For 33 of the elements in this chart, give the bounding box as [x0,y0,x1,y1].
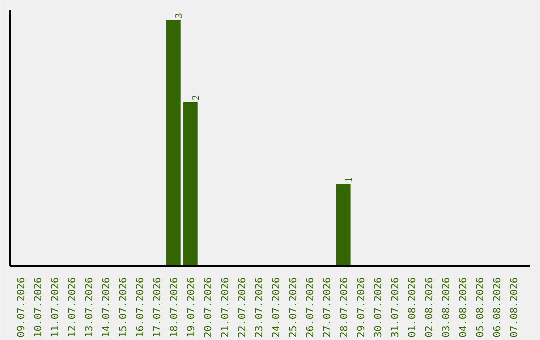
x-tick-label: 24.07.2026 [272,277,283,338]
x-tick-label: 04.08.2026 [458,277,470,338]
x-tick-label: 03.08.2026 [442,277,453,338]
data-label: 2 [191,95,202,100]
x-tick-label: 20.07.2026 [204,277,215,338]
x-tick-label: 28.07.2026 [340,277,351,338]
x-tick-label: 23.07.2026 [254,277,266,338]
x-tick-label: 30.07.2026 [374,277,385,338]
x-tick-label: 27.07.2026 [322,277,334,338]
x-tick-label: 14.07.2026 [102,277,113,338]
x-tick-label: 06.08.2026 [492,277,504,338]
data-label: 1 [344,177,356,182]
x-tick-label: 16.07.2026 [136,277,147,338]
x-tick-label: 09.07.2026 [16,277,28,338]
x-tick-label: 05.08.2026 [476,277,487,338]
x-tick-label: 15.07.2026 [118,277,130,338]
x-tick-label: 18.07.2026 [170,277,181,338]
data-label: 3 [174,13,186,18]
x-tick-label: 10.07.2026 [34,277,45,338]
x-tick-label: 19.07.2026 [186,277,198,338]
x-tick-label: 02.08.2026 [424,277,436,338]
x-tick-label: 29.07.2026 [356,277,368,338]
x-tick-label: 07.08.2026 [510,277,521,338]
x-tick-label: 21.07.2026 [220,277,232,338]
x-tick-label: 11.07.2026 [50,277,62,338]
x-tick-label: 01.08.2026 [408,277,419,338]
x-tick-label: 13.07.2026 [84,277,96,338]
x-tick-label: 12.07.2026 [68,277,79,338]
x-tick-label: 31.07.2026 [390,277,402,338]
x-tick-label: 17.07.2026 [152,277,164,338]
x-tick-label: 22.07.2026 [238,277,249,338]
x-tick-label: 25.07.2026 [288,277,300,338]
x-tick-label: 26.07.2026 [306,277,317,338]
